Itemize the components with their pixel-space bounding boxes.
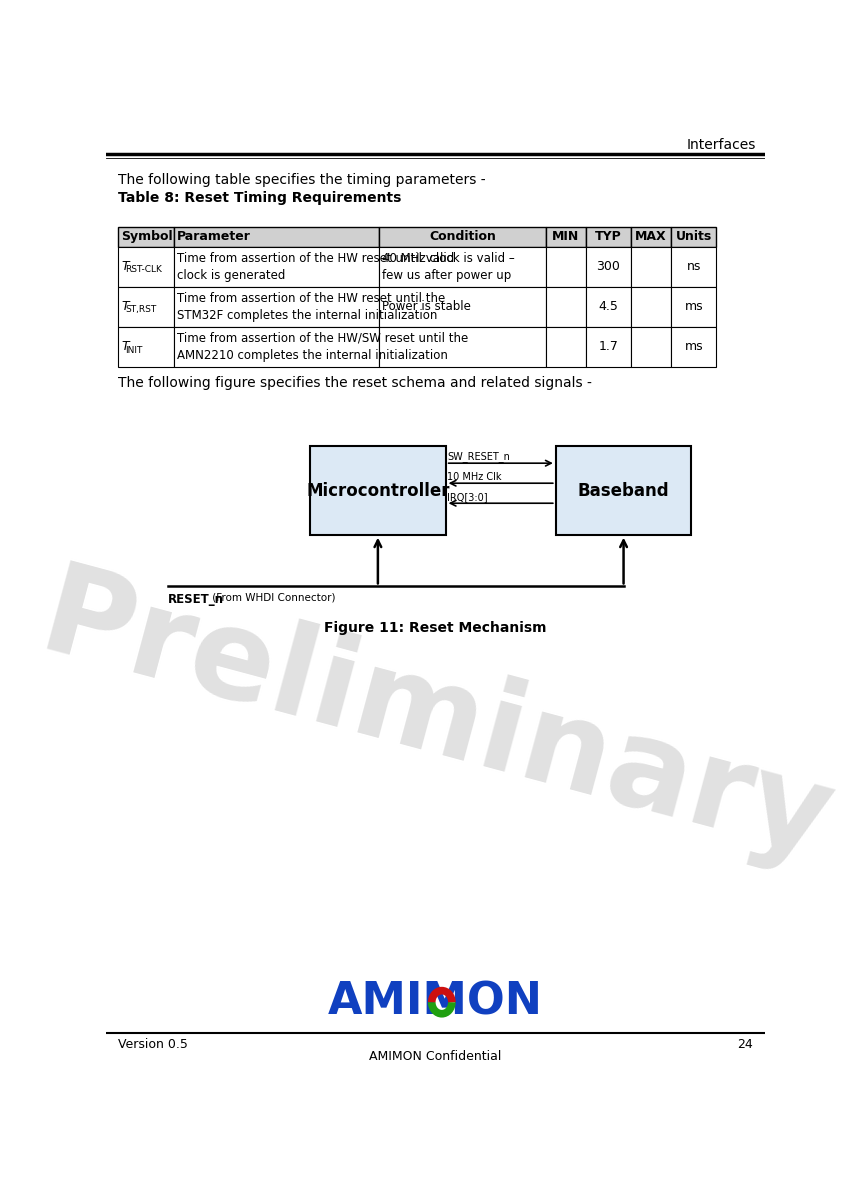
Text: SW_RESET_n: SW_RESET_n (447, 451, 510, 462)
Text: 300: 300 (597, 260, 620, 273)
Text: ST,RST: ST,RST (126, 305, 157, 315)
Bar (118, 287, 173, 327)
Text: Power is stable: Power is stable (382, 300, 471, 314)
Text: 1.7: 1.7 (598, 340, 619, 353)
Text: ns: ns (687, 260, 701, 273)
Bar (546, 287, 586, 327)
Bar (672, 327, 717, 367)
Bar (379, 287, 546, 327)
Text: RST-CLK: RST-CLK (126, 266, 162, 274)
Bar (672, 226, 717, 247)
Bar (586, 247, 631, 287)
Bar (173, 247, 379, 287)
Text: Version 0.5: Version 0.5 (118, 1038, 188, 1051)
Text: T: T (121, 300, 128, 314)
Text: T: T (121, 340, 128, 353)
Text: Interfaces: Interfaces (686, 138, 756, 152)
Text: Symbol: Symbol (121, 230, 173, 243)
Text: IRQ[3:0]: IRQ[3:0] (447, 492, 488, 502)
Text: The following table specifies the timing parameters -: The following table specifies the timing… (118, 172, 485, 187)
Text: Microcontroller: Microcontroller (306, 481, 450, 499)
Bar (672, 247, 717, 287)
Text: AMIMON Confidential: AMIMON Confidential (370, 1050, 502, 1063)
Text: The following figure specifies the reset schema and related signals -: The following figure specifies the reset… (118, 376, 592, 390)
Text: Baseband: Baseband (578, 481, 669, 499)
Text: Units: Units (676, 230, 711, 243)
Text: (From WHDI Connector): (From WHDI Connector) (208, 593, 335, 602)
Bar (556, 446, 691, 535)
Bar (631, 287, 672, 327)
Text: 4.5: 4.5 (598, 300, 619, 314)
Text: ms: ms (684, 300, 703, 314)
Text: Preliminary: Preliminary (27, 557, 844, 886)
Bar (631, 226, 672, 247)
Bar (586, 287, 631, 327)
Text: MIN: MIN (552, 230, 580, 243)
Text: Parameter: Parameter (177, 230, 251, 243)
Text: TYP: TYP (595, 230, 622, 243)
Text: Time from assertion of the HW reset until the
STM32F completes the internal init: Time from assertion of the HW reset unti… (177, 292, 445, 322)
Text: Figure 11: Reset Mechanism: Figure 11: Reset Mechanism (325, 621, 547, 636)
Bar (310, 446, 445, 535)
Bar (379, 226, 546, 247)
Bar (631, 327, 672, 367)
Text: Time from assertion of the HW reset until valid
clock is generated: Time from assertion of the HW reset unti… (177, 251, 454, 281)
Bar (546, 247, 586, 287)
Text: 40 MHz clock is valid –
few us after power up: 40 MHz clock is valid – few us after pow… (382, 251, 515, 281)
Text: 24: 24 (738, 1038, 753, 1051)
Bar (672, 287, 717, 327)
Bar (173, 287, 379, 327)
Bar (586, 226, 631, 247)
Bar (118, 247, 173, 287)
Bar (379, 327, 546, 367)
Text: MAX: MAX (635, 230, 667, 243)
Bar (173, 327, 379, 367)
Text: ms: ms (684, 340, 703, 353)
Text: RESET_n: RESET_n (168, 593, 224, 606)
Bar (546, 327, 586, 367)
Bar (546, 226, 586, 247)
Bar (118, 226, 173, 247)
Text: Table 8: Reset Timing Requirements: Table 8: Reset Timing Requirements (118, 192, 401, 206)
Bar (586, 327, 631, 367)
Bar (173, 226, 379, 247)
Bar (631, 247, 672, 287)
Text: AMIMON: AMIMON (328, 980, 543, 1023)
Text: T: T (121, 260, 128, 273)
Text: 10 MHz Clk: 10 MHz Clk (447, 472, 502, 481)
Text: Time from assertion of the HW/SW reset until the
AMN2210 completes the internal : Time from assertion of the HW/SW reset u… (177, 332, 468, 361)
Text: INIT: INIT (126, 346, 143, 354)
Bar (118, 327, 173, 367)
Bar (379, 247, 546, 287)
Text: Condition: Condition (429, 230, 496, 243)
